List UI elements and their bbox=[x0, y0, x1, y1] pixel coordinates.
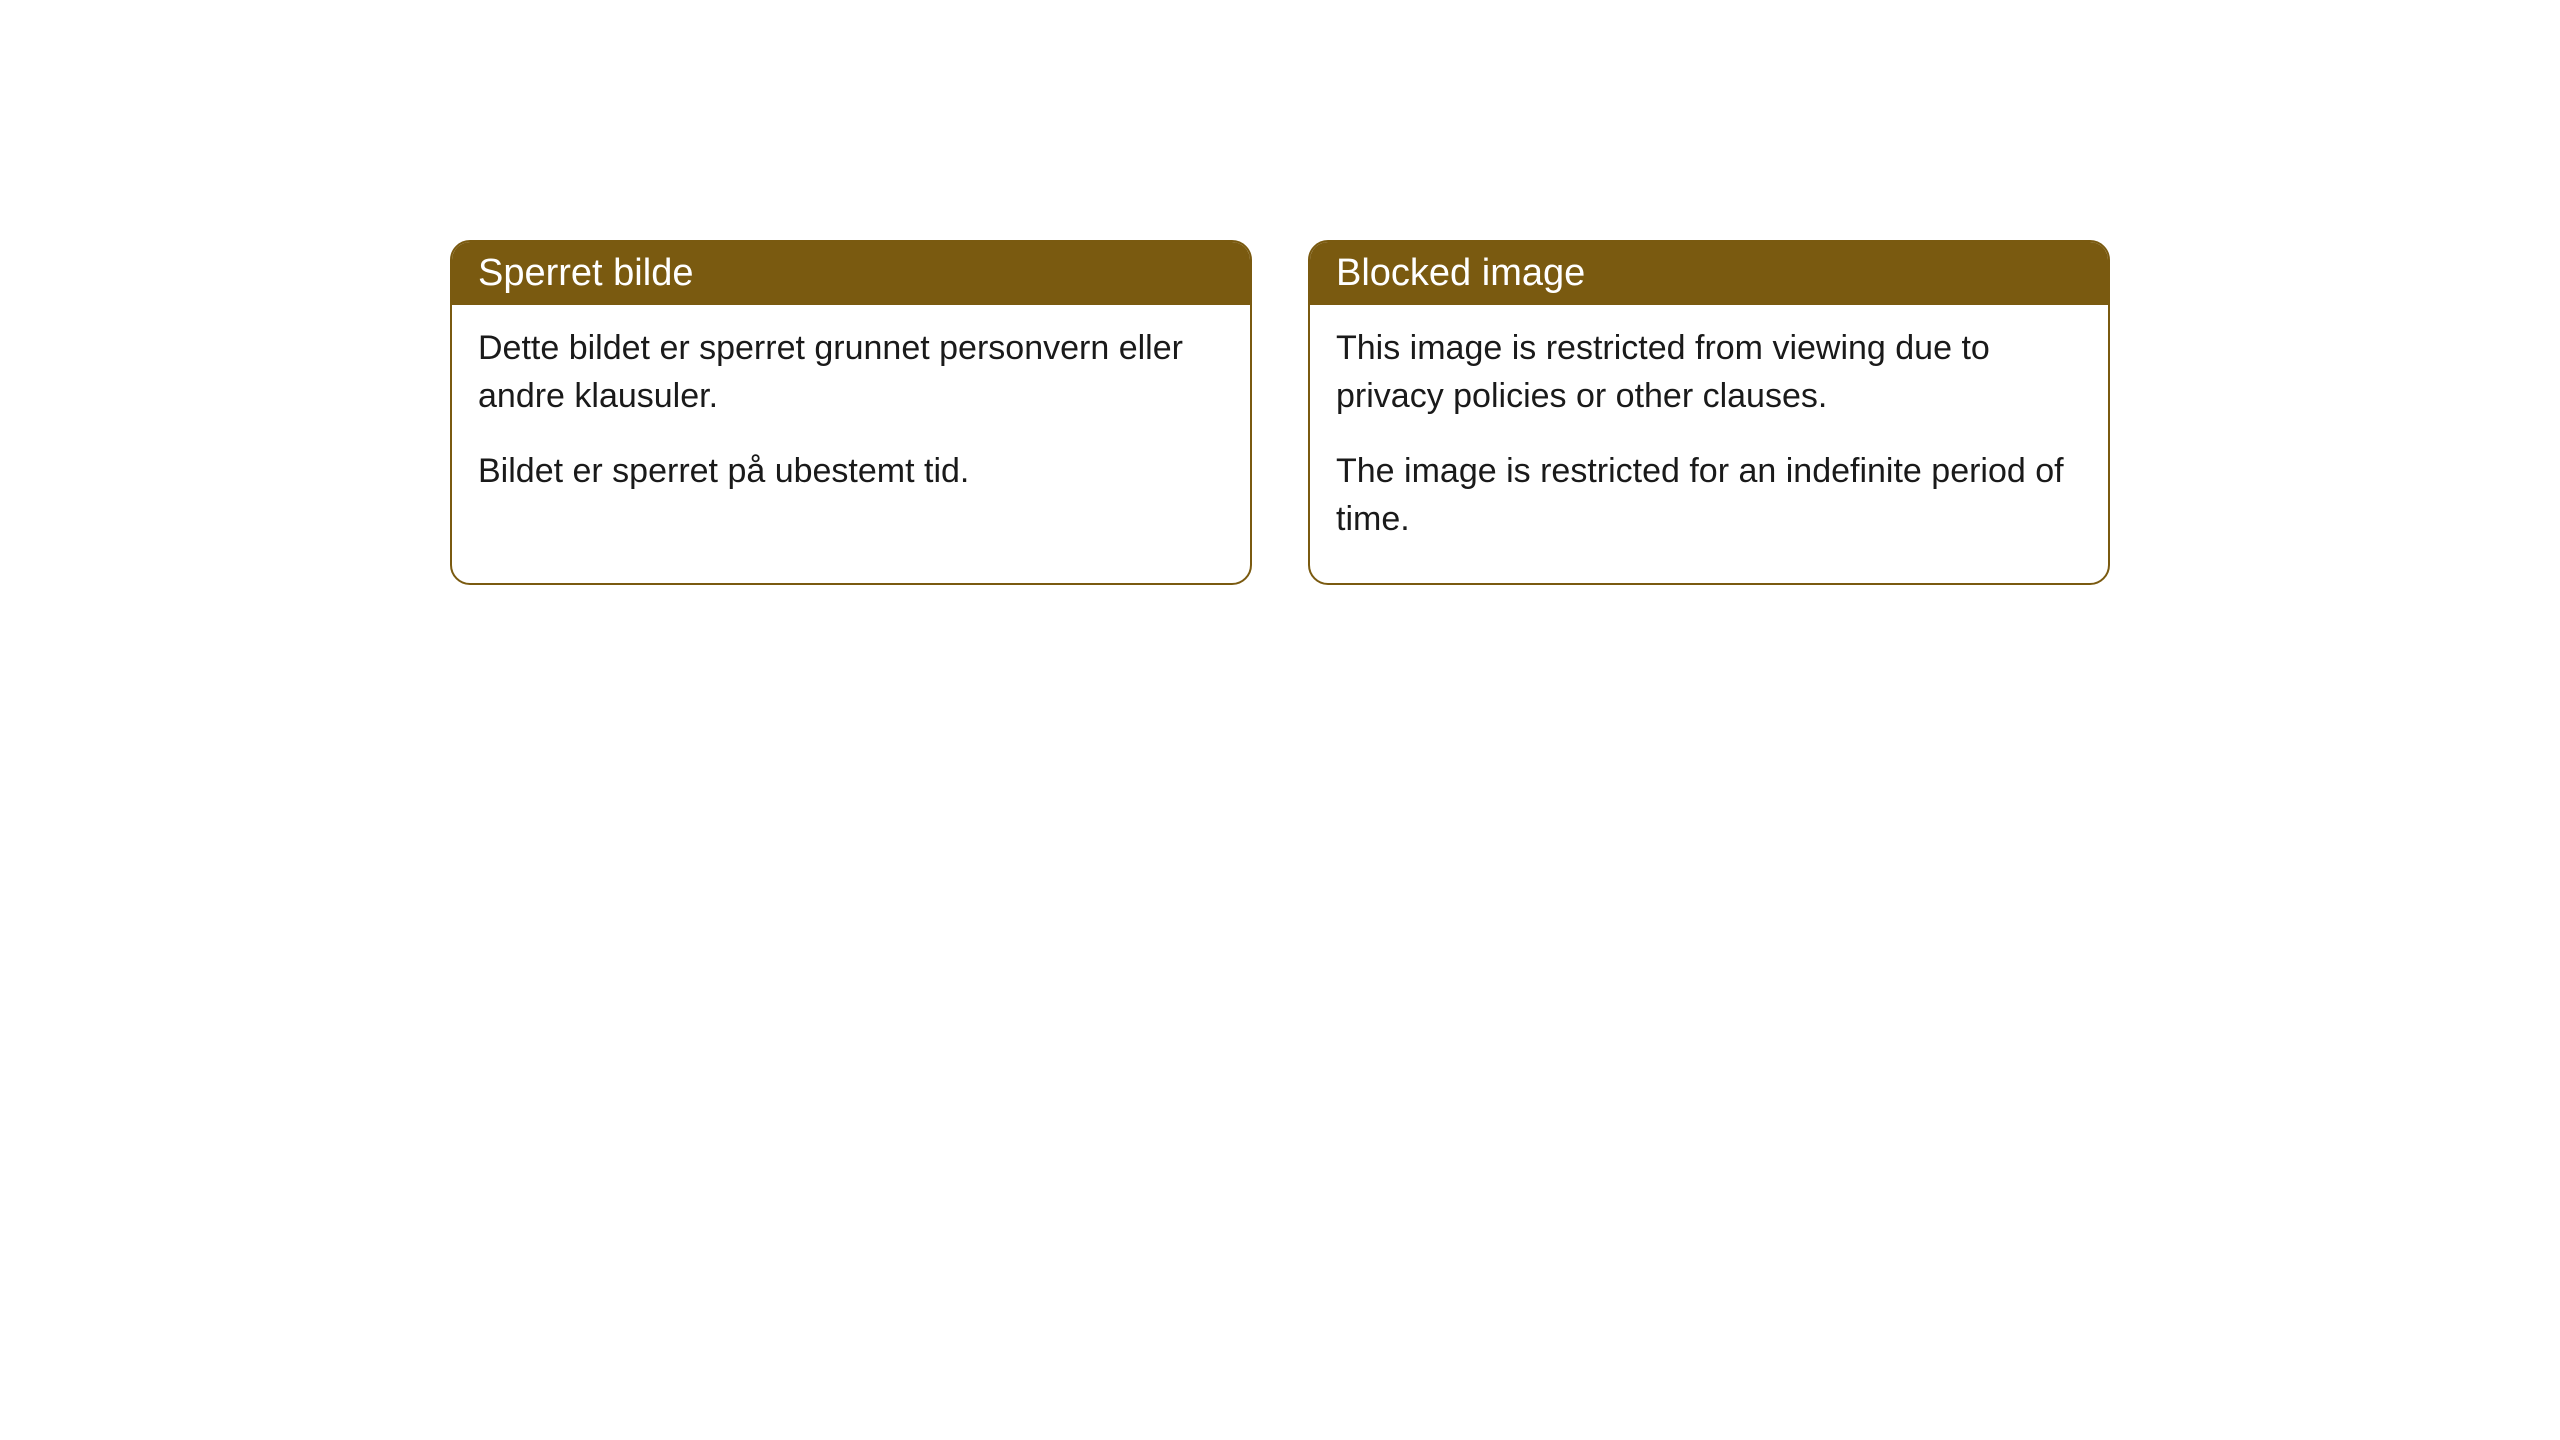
card-header-norwegian: Sperret bilde bbox=[452, 242, 1250, 305]
card-paragraph: Bildet er sperret på ubestemt tid. bbox=[478, 448, 1224, 496]
notice-cards-container: Sperret bilde Dette bildet er sperret gr… bbox=[450, 240, 2110, 585]
notice-card-norwegian: Sperret bilde Dette bildet er sperret gr… bbox=[450, 240, 1252, 585]
card-body-english: This image is restricted from viewing du… bbox=[1310, 305, 2108, 583]
card-title: Sperret bilde bbox=[478, 252, 693, 294]
card-body-norwegian: Dette bildet er sperret grunnet personve… bbox=[452, 305, 1250, 536]
card-paragraph: The image is restricted for an indefinit… bbox=[1336, 448, 2082, 543]
card-paragraph: This image is restricted from viewing du… bbox=[1336, 325, 2082, 420]
card-header-english: Blocked image bbox=[1310, 242, 2108, 305]
card-paragraph: Dette bildet er sperret grunnet personve… bbox=[478, 325, 1224, 420]
card-title: Blocked image bbox=[1336, 252, 1585, 294]
notice-card-english: Blocked image This image is restricted f… bbox=[1308, 240, 2110, 585]
